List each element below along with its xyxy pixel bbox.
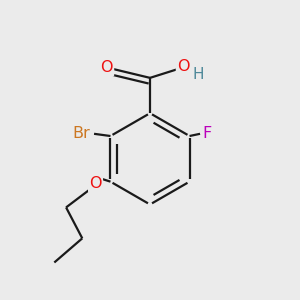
Text: O: O <box>100 60 113 75</box>
Text: Br: Br <box>73 126 90 141</box>
Text: O: O <box>177 58 190 74</box>
Text: F: F <box>203 126 212 141</box>
Text: H: H <box>193 68 204 82</box>
Text: O: O <box>89 176 102 191</box>
